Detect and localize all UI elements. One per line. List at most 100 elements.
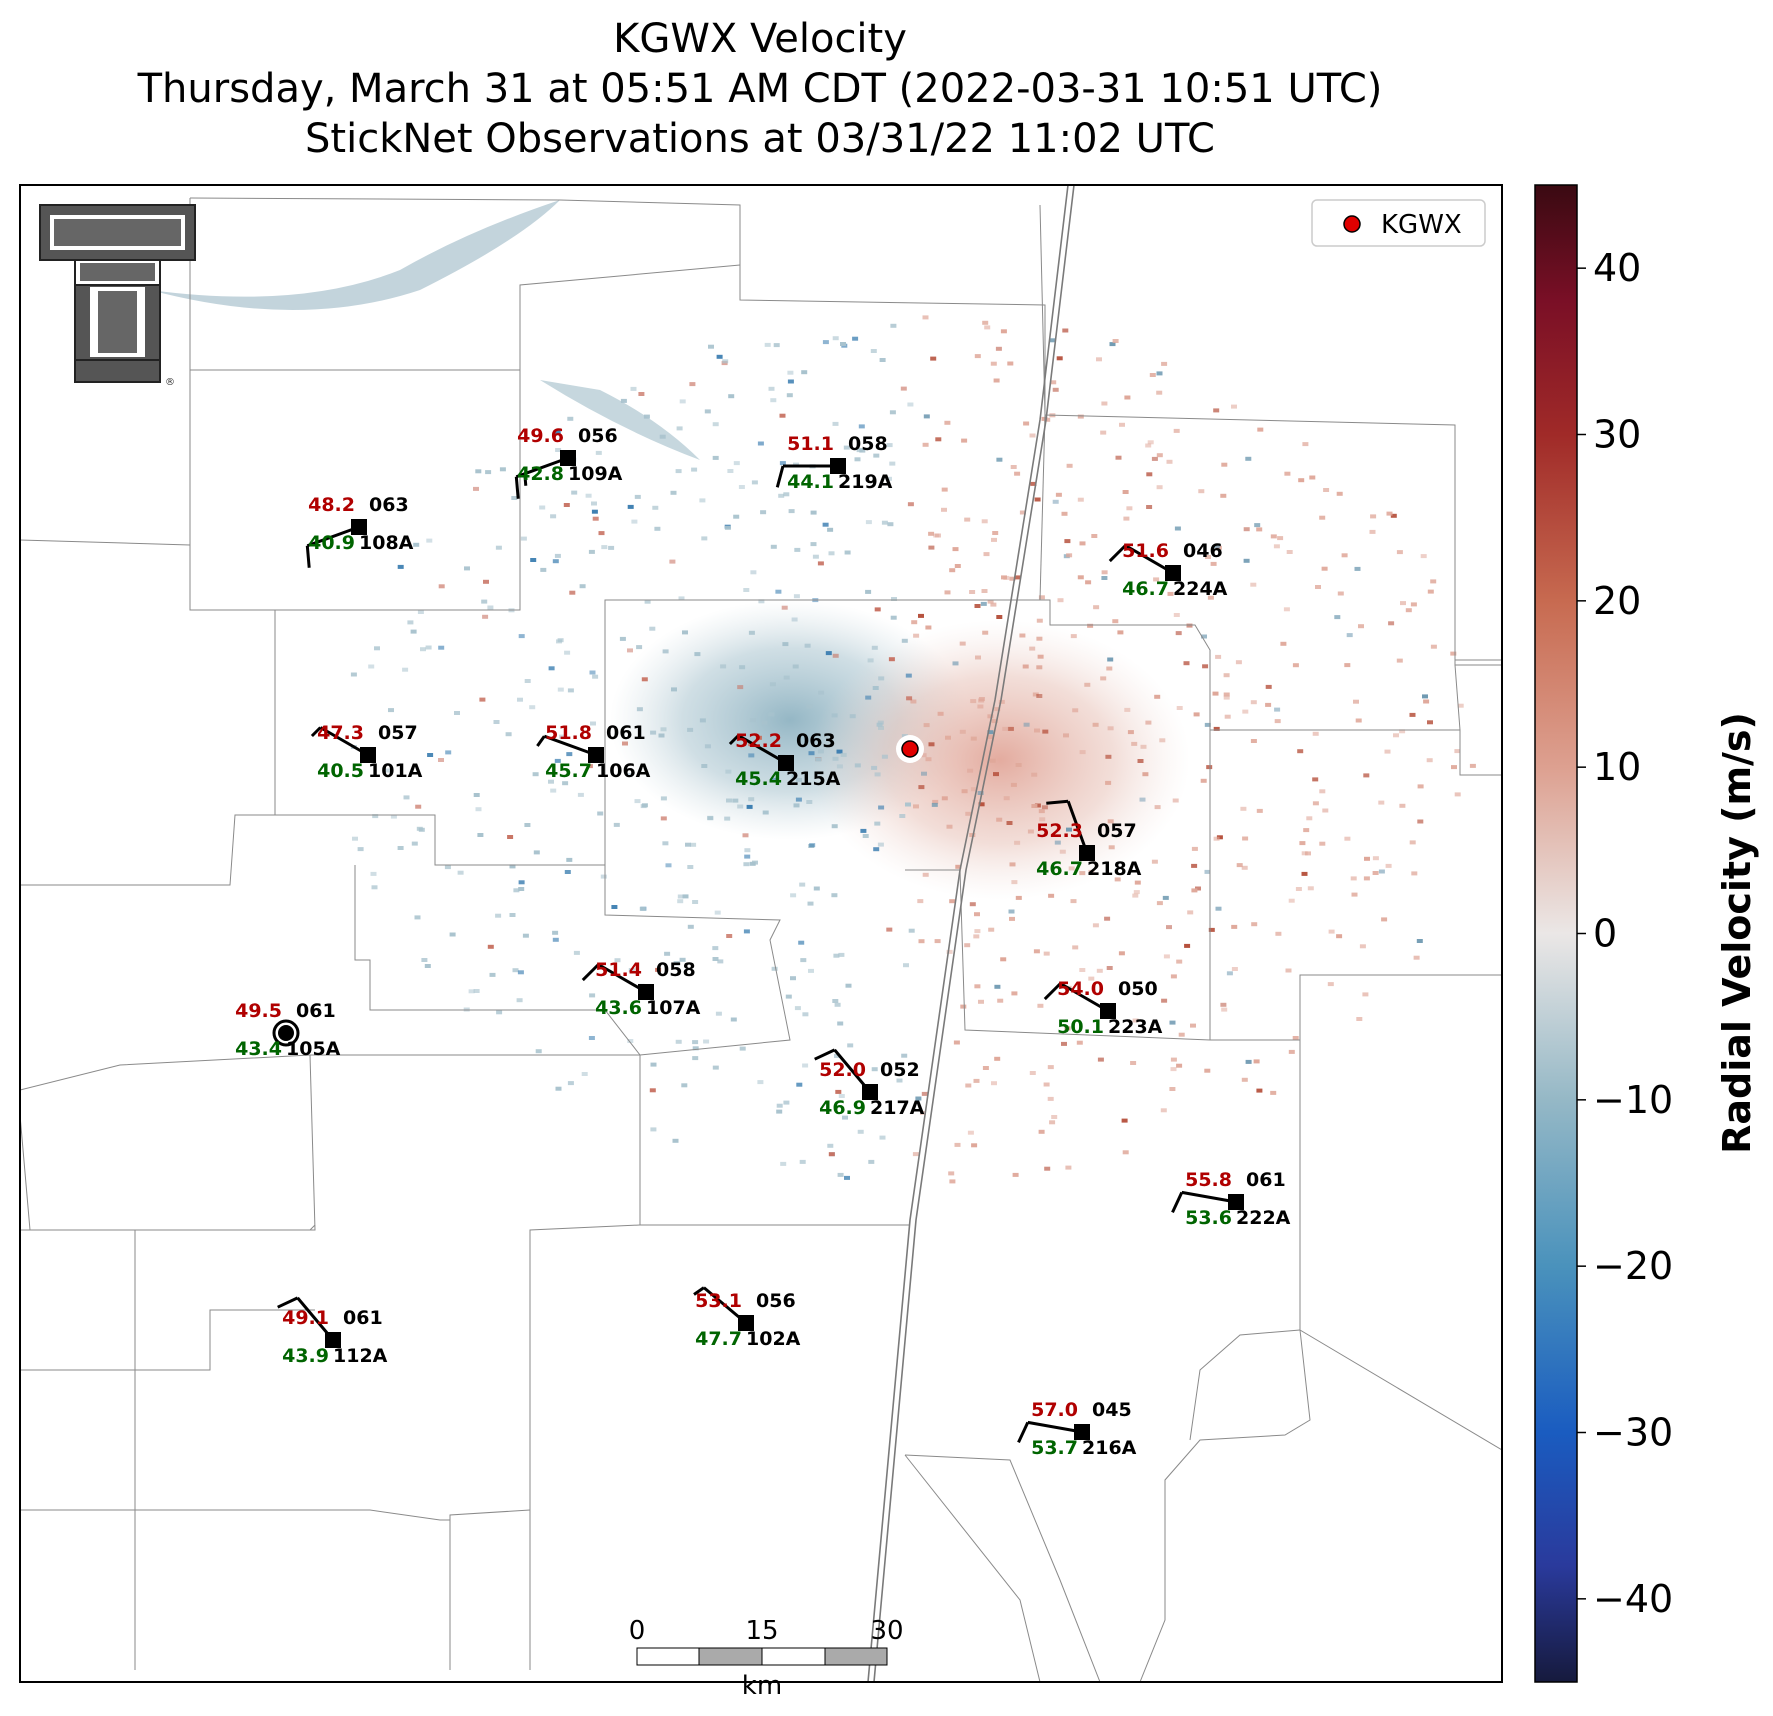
radar-gate [438,584,445,589]
radar-gate [650,730,657,735]
radar-gate [1079,871,1086,876]
radar-gate [660,816,667,821]
station-216a[interactable]: 57.0 045 53.7 216A [1017,1399,1137,1459]
radar-gate [1145,443,1152,448]
station-dewpoint: 46.9 [819,1097,866,1119]
station-id: 216A [1082,1437,1137,1459]
radar-gate [762,810,769,815]
radar-gate [796,777,802,782]
radar-gate [1363,876,1370,881]
radar-gate [831,893,838,898]
radar-gate [1205,555,1211,559]
station-223a[interactable]: 54.0 050 50.1 223A [1043,978,1163,1038]
radar-gate [1359,944,1366,949]
radar-gate [524,823,531,827]
radar-gate [1163,954,1170,959]
radar-gate [1254,523,1261,528]
radar-gate [886,443,893,448]
radar-gate [689,382,696,387]
radar-gate [1292,663,1299,668]
wind-barb-flag [1043,982,1062,1001]
station-112a[interactable]: 49.1 061 43.9 112A [277,1296,388,1367]
wind-barb-shaft [543,734,597,757]
radar-gate [792,664,799,669]
radar-gate [991,1081,997,1086]
station-217a[interactable]: 52.0 052 46.9 217A [814,1048,925,1119]
radar-gate [783,492,790,497]
radar-gate [886,476,892,481]
radar-gate [983,552,990,557]
radar-gate [965,1083,972,1088]
radar-gate [712,455,719,460]
radar-gate [692,900,699,904]
station-dewpoint: 40.5 [317,760,364,782]
station-105a[interactable]: 49.5 061 43.4 105A [235,1000,341,1060]
station-224a[interactable]: 51.6 046 46.7 224A [1108,540,1228,600]
radar-gate [1336,491,1343,496]
station-102a[interactable]: 53.1 056 47.7 102A [693,1286,801,1350]
radar-gate [1396,550,1403,555]
radar-gate [374,646,380,651]
station-108a[interactable]: 48.2 063 40.9 108A [305,494,414,568]
radar-gate [877,842,884,847]
radar-gate [748,630,755,635]
radar-gate [1356,1017,1363,1021]
state-border [867,185,1075,1682]
radar-gate [887,522,894,527]
radar-gate [739,1046,746,1051]
radar-gate [724,525,731,530]
radar-gate [579,584,586,589]
radar-gate [1088,976,1095,981]
radar-gate [1386,511,1393,516]
station-218a[interactable]: 52.3 057 46.7 218A [1036,799,1142,880]
radar-gate [817,561,824,566]
station-222a[interactable]: 55.8 061 53.6 222A [1171,1169,1291,1229]
radar-gate [1049,1120,1056,1125]
radar-gate [1170,974,1177,979]
radar-gate [967,1130,974,1135]
radar-gate [1009,916,1015,921]
radar-gate [1076,1040,1083,1045]
radar-gate [675,1039,682,1044]
radar-gate [954,1142,961,1147]
station-101a[interactable]: 47.3 057 40.5 101A [310,722,423,782]
radar-gate [1169,1087,1176,1091]
radar-gate [1288,1049,1295,1054]
radar-gate [1015,895,1022,900]
radar-gate [969,902,976,907]
radar-gate [505,732,512,737]
radar-gate [840,752,847,757]
kgwx-radar-site[interactable] [896,735,924,763]
station-219a[interactable]: 51.1 058 44.1 219A [775,433,893,493]
radar-gate [1265,702,1272,707]
station-109a[interactable]: 49.6 056 42.8 109A [514,425,623,499]
radar-gate [670,490,677,495]
radar-gate [1223,692,1230,697]
radar-gate [473,486,479,491]
radar-gate [791,774,798,779]
station-107a[interactable]: 51.4 058 43.6 107A [581,959,701,1019]
scalebar-tick-0: 0 [629,1616,646,1646]
radar-gate [965,811,972,816]
radar-gate [920,753,927,758]
radar-gate [1066,463,1073,468]
station-215a[interactable]: 52.2 063 45.4 215A [728,730,841,790]
radar-gate [662,841,669,846]
radar-gate [554,758,561,763]
radar-gate [775,589,782,594]
radar-gate [874,607,881,612]
radar-gate [1105,780,1112,785]
radar-gate [970,736,977,741]
radar-gate [802,1063,809,1068]
radar-gate [1038,1129,1045,1134]
radar-gate [712,957,719,961]
radar-gate [928,742,935,747]
station-106a[interactable]: 51.8 061 45.7 106A [536,722,651,782]
radar-gate [1092,722,1099,727]
radar-gate [468,989,475,994]
radar-gate [1253,1059,1260,1064]
station-dewpoint: 43.4 [235,1038,282,1060]
radar-gate [699,718,706,723]
station-marker [278,1025,294,1041]
radar-gate [1049,338,1056,343]
